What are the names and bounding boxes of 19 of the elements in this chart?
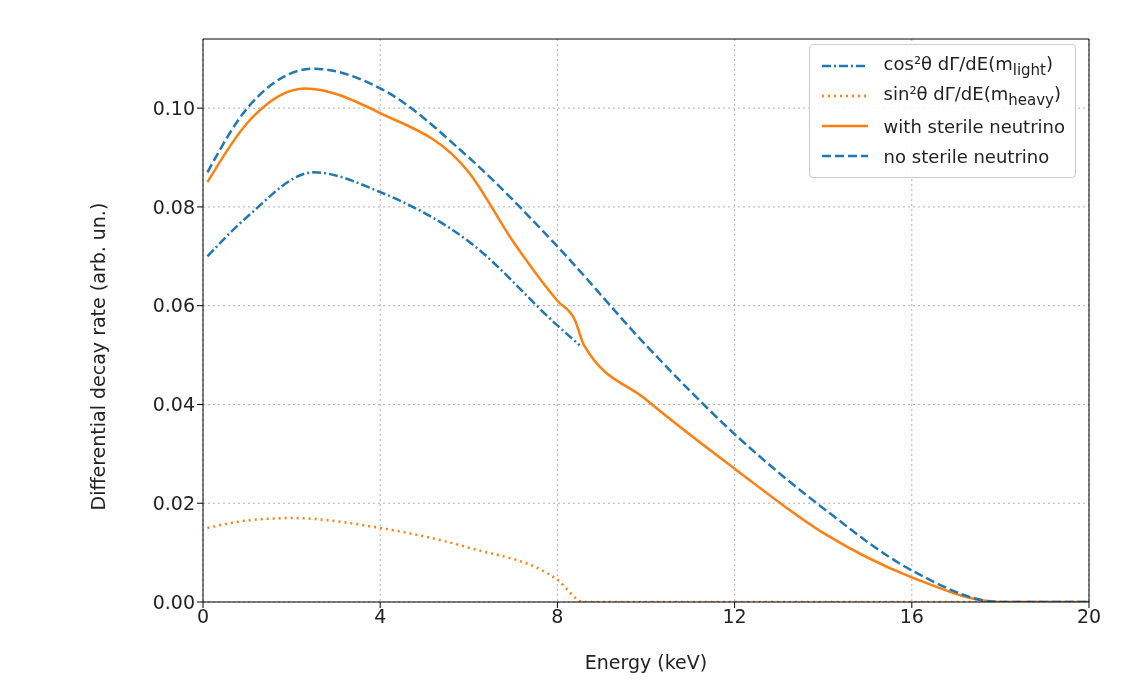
- x-tick-label: 16: [899, 605, 924, 628]
- x-tick-label: 12: [722, 605, 747, 628]
- legend-label: no sterile neutrino: [883, 145, 1050, 167]
- x-axis-title: Energy (keV): [584, 651, 708, 673]
- y-tick-label: 0.10: [152, 96, 195, 119]
- y-tick-label: 0.06: [152, 294, 195, 317]
- y-tick-label: 0.02: [152, 491, 195, 514]
- x-tick-label: 4: [374, 605, 387, 628]
- x-tick-label: 20: [1076, 605, 1102, 628]
- y-tick-label: 0.08: [152, 195, 195, 218]
- y-axis-title: Differential decay rate (arb. un.): [86, 202, 109, 511]
- x-tick-label: 8: [551, 605, 564, 628]
- line-series: [206, 171, 581, 347]
- y-tick-label: 0.00: [152, 590, 195, 613]
- y-tick-label: 0.04: [152, 393, 195, 416]
- legend-label: sin²θ dΓ/dE(m$_{heavy}$): [883, 83, 1061, 109]
- legend-label: cos²θ dΓ/dE(m$_{light}$): [883, 53, 1054, 79]
- x-tick-label: 0: [196, 605, 210, 628]
- legend-label: with sterile neutrino: [883, 115, 1065, 137]
